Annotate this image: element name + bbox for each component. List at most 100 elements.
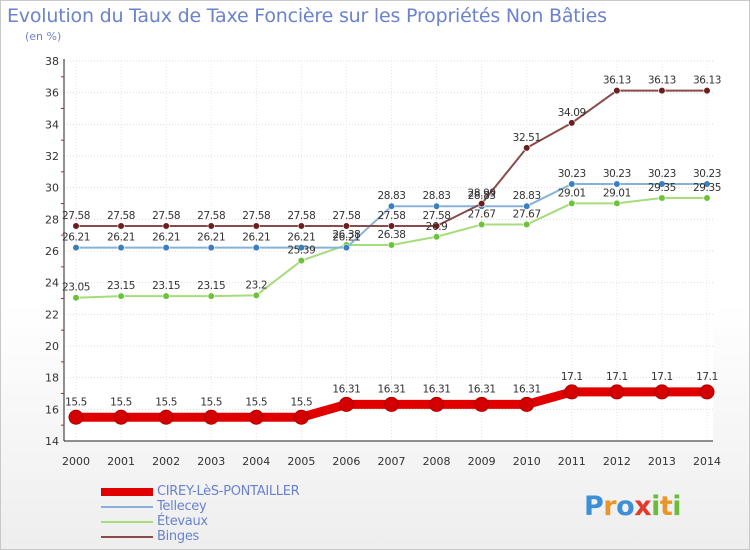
data-label: 28.83 bbox=[423, 190, 451, 202]
data-label: 30.23 bbox=[648, 168, 676, 180]
data-point bbox=[523, 220, 531, 229]
data-point bbox=[162, 244, 170, 252]
x-tick-label: 2014 bbox=[693, 455, 721, 468]
data-point bbox=[478, 220, 486, 229]
data-point bbox=[658, 180, 666, 188]
data-point bbox=[568, 199, 576, 207]
y-tick-label: 36 bbox=[45, 87, 59, 100]
series-2 bbox=[72, 194, 711, 302]
data-point bbox=[523, 144, 531, 152]
data-label: 16.31 bbox=[332, 383, 360, 395]
data-point bbox=[293, 409, 309, 425]
x-tick-label: 2011 bbox=[558, 455, 586, 468]
data-point bbox=[703, 87, 711, 95]
data-label: 17.1 bbox=[651, 371, 673, 383]
data-point bbox=[568, 180, 576, 188]
data-label: 30.23 bbox=[603, 168, 631, 180]
data-label: 26.21 bbox=[197, 232, 225, 244]
data-label: 27.58 bbox=[423, 210, 451, 222]
data-label: 28.83 bbox=[513, 190, 541, 202]
chart-subtitle: (en %) bbox=[25, 30, 62, 43]
logo-letter: r bbox=[603, 491, 617, 522]
data-label: 29.35 bbox=[648, 182, 676, 194]
data-point bbox=[432, 233, 441, 241]
data-label: 26.21 bbox=[242, 232, 270, 244]
data-point bbox=[338, 396, 354, 412]
data-point bbox=[699, 384, 715, 400]
data-point bbox=[207, 222, 215, 230]
data-label: 26.21 bbox=[62, 232, 90, 244]
x-tick-label: 2012 bbox=[603, 455, 631, 468]
data-label: 27.67 bbox=[468, 209, 496, 221]
data-point bbox=[429, 396, 445, 412]
data-point bbox=[523, 202, 531, 210]
data-point bbox=[613, 180, 621, 188]
logo-letter: P bbox=[584, 491, 604, 522]
data-label: 16.31 bbox=[423, 383, 451, 395]
data-point bbox=[384, 396, 399, 412]
data-label: 27.58 bbox=[287, 210, 315, 222]
data-label: 23.05 bbox=[62, 282, 90, 294]
data-label: 15.5 bbox=[290, 396, 312, 408]
data-label: 29.01 bbox=[558, 187, 586, 199]
data-label: 30.23 bbox=[558, 168, 586, 180]
logo-letter: o bbox=[616, 491, 635, 522]
legend-label: Tellecey bbox=[157, 499, 207, 514]
data-point bbox=[162, 292, 170, 300]
series-0 bbox=[68, 384, 715, 425]
data-label: 27.58 bbox=[152, 210, 180, 222]
x-tick-label: 2009 bbox=[468, 455, 496, 468]
data-point bbox=[432, 222, 441, 230]
x-tick-label: 2001 bbox=[107, 455, 135, 468]
data-point bbox=[658, 87, 666, 95]
x-tick-label: 2013 bbox=[648, 455, 676, 468]
data-label: 15.5 bbox=[245, 396, 267, 408]
data-point bbox=[658, 194, 666, 202]
legend-label: Étevaux bbox=[157, 514, 208, 529]
data-label: 26.38 bbox=[332, 229, 360, 241]
data-point bbox=[252, 222, 260, 230]
legend-label: Binges bbox=[157, 529, 199, 544]
data-point bbox=[248, 409, 264, 425]
data-label: 15.5 bbox=[155, 396, 177, 408]
x-tick-label: 2000 bbox=[62, 455, 90, 468]
data-label: 27.58 bbox=[62, 210, 90, 222]
data-point bbox=[113, 409, 129, 425]
data-point bbox=[342, 244, 351, 252]
data-point bbox=[703, 194, 711, 202]
legend-swatch bbox=[101, 521, 153, 523]
data-point bbox=[207, 244, 215, 252]
data-label: 27.58 bbox=[197, 210, 225, 222]
proxiti-logo: Proxiti bbox=[584, 491, 682, 522]
y-tick-label: 26 bbox=[45, 245, 59, 258]
data-point bbox=[207, 292, 215, 300]
data-label: 27.58 bbox=[242, 210, 270, 222]
data-label: 16.31 bbox=[468, 383, 496, 395]
data-point bbox=[387, 241, 396, 249]
data-point bbox=[297, 222, 305, 230]
y-tick-label: 20 bbox=[45, 340, 59, 353]
data-label: 17.1 bbox=[606, 371, 628, 383]
data-label: 15.5 bbox=[65, 396, 87, 408]
data-label: 28.99 bbox=[468, 188, 496, 200]
x-tick-label: 2010 bbox=[513, 455, 541, 468]
data-point bbox=[162, 222, 170, 230]
x-tick-label: 2005 bbox=[287, 455, 315, 468]
y-tick-label: 38 bbox=[45, 55, 59, 68]
y-tick-label: 28 bbox=[45, 213, 59, 226]
logo-letter: t bbox=[659, 491, 673, 522]
data-label: 26.21 bbox=[152, 232, 180, 244]
data-label: 17.1 bbox=[561, 371, 583, 383]
data-label: 36.13 bbox=[648, 75, 676, 87]
logo-letter: i bbox=[672, 491, 682, 522]
data-label: 26.38 bbox=[377, 229, 405, 241]
data-label: 28.83 bbox=[468, 190, 496, 202]
data-point bbox=[252, 291, 260, 299]
data-label: 23.15 bbox=[152, 280, 180, 292]
y-tick-label: 34 bbox=[45, 118, 59, 131]
data-label: 27.67 bbox=[513, 209, 541, 221]
data-label: 27.58 bbox=[107, 210, 135, 222]
y-tick-label: 22 bbox=[45, 308, 59, 321]
logo-letter: x bbox=[634, 491, 652, 522]
